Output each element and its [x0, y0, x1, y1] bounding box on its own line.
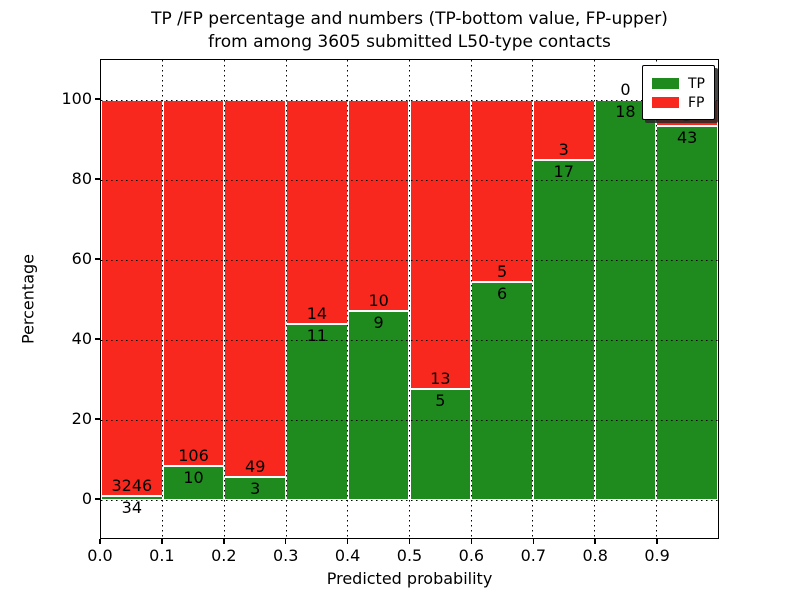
y-tick-mark	[95, 418, 100, 420]
bars-layer	[101, 60, 718, 538]
tp-count-label: 6	[496, 283, 508, 303]
fp-count-label: 3	[558, 140, 569, 159]
y-tick-mark	[95, 338, 100, 340]
x-tick-label: 0.7	[520, 546, 547, 565]
x-tick-mark	[594, 539, 596, 544]
tp-bar-segment	[347, 310, 410, 500]
y-axis-label: Percentage	[18, 253, 38, 345]
x-tick-label: 0.6	[458, 546, 485, 565]
y-tick-label: 100	[61, 89, 92, 108]
tp-bar-segment	[162, 465, 225, 500]
x-tick-label: 0.9	[644, 546, 670, 565]
x-tick-label: 0.5	[396, 546, 423, 565]
x-tick-label: 0.0	[87, 546, 113, 565]
tp-bar-segment	[656, 126, 718, 500]
fp-bar-segment	[532, 100, 595, 160]
legend-item-fp: FP	[652, 94, 705, 111]
x-tick-mark	[408, 539, 411, 544]
x-tick-mark	[346, 539, 349, 544]
legend: TP FP	[642, 65, 715, 120]
y-tick-mark	[95, 178, 100, 180]
fp-count-label: 14	[306, 304, 328, 323]
y-tick-mark	[95, 258, 100, 260]
y-tick-label: 0	[81, 489, 92, 508]
tp-bar-segment	[409, 388, 472, 500]
fp-count-label: 106	[178, 445, 209, 465]
chart-title: TP /FP percentage and numbers (TP-bottom…	[100, 8, 719, 54]
tp-bar-segment	[532, 160, 595, 500]
x-axis-label: Predicted probability	[326, 569, 493, 588]
x-tick-mark	[223, 539, 225, 544]
x-tick-label: 0.3	[272, 546, 299, 565]
tp-count-label: 5	[435, 390, 446, 410]
x-tick-label: 0.8	[582, 546, 608, 565]
tp-bar-segment	[594, 100, 657, 500]
y-tick-mark	[95, 498, 100, 500]
tp-legend-label: TP	[688, 75, 705, 92]
tp-legend-swatch	[652, 78, 679, 89]
y-tick-mark	[95, 98, 100, 100]
fp-count-label: 5	[496, 261, 508, 281]
x-tick-mark	[656, 539, 658, 544]
x-tick-mark	[99, 539, 101, 544]
x-tick-mark	[532, 539, 535, 544]
fp-count-label: 3246	[111, 475, 153, 495]
tp-count-label: 17	[553, 162, 574, 181]
fp-count-label: 0	[620, 80, 631, 99]
y-tick-label: 40	[71, 329, 92, 348]
legend-item-tp: TP	[652, 75, 705, 92]
fp-count-label: 10	[368, 290, 389, 310]
chart-title-line2: from among 3605 submitted L50-type conta…	[208, 32, 611, 52]
y-tick-label: 20	[71, 409, 92, 428]
plot-area: 32463410610493141110913556317018343 TP F…	[100, 59, 719, 539]
x-tick-label: 0.4	[334, 546, 361, 565]
tp-count-label: 43	[676, 128, 698, 148]
tp-count-label: 34	[121, 497, 143, 517]
fp-legend-label: FP	[688, 94, 705, 111]
tp-count-label: 3	[250, 478, 261, 498]
tp-count-label: 10	[183, 467, 204, 487]
x-tick-mark	[284, 539, 287, 544]
x-tick-label: 0.2	[211, 546, 237, 565]
x-tick-mark	[470, 539, 473, 544]
y-tick-label: 80	[71, 169, 92, 188]
chart-title-line1: TP /FP percentage and numbers (TP-bottom…	[151, 9, 668, 29]
fp-bar-segment	[224, 100, 287, 477]
fp-bar-segment	[101, 100, 163, 496]
fp-count-label: 13	[430, 368, 451, 388]
bar-labels-layer: 32463410610493141110913556317018343	[101, 60, 718, 538]
fp-legend-swatch	[652, 97, 679, 108]
tp-count-label: 9	[373, 312, 384, 332]
fp-count-label: 49	[245, 456, 266, 476]
x-tick-label: 0.1	[149, 546, 175, 565]
x-tick-mark	[161, 539, 163, 544]
tp-count-label: 11	[306, 326, 328, 345]
y-tick-label: 60	[71, 249, 92, 268]
tp-count-label: 18	[615, 102, 636, 121]
